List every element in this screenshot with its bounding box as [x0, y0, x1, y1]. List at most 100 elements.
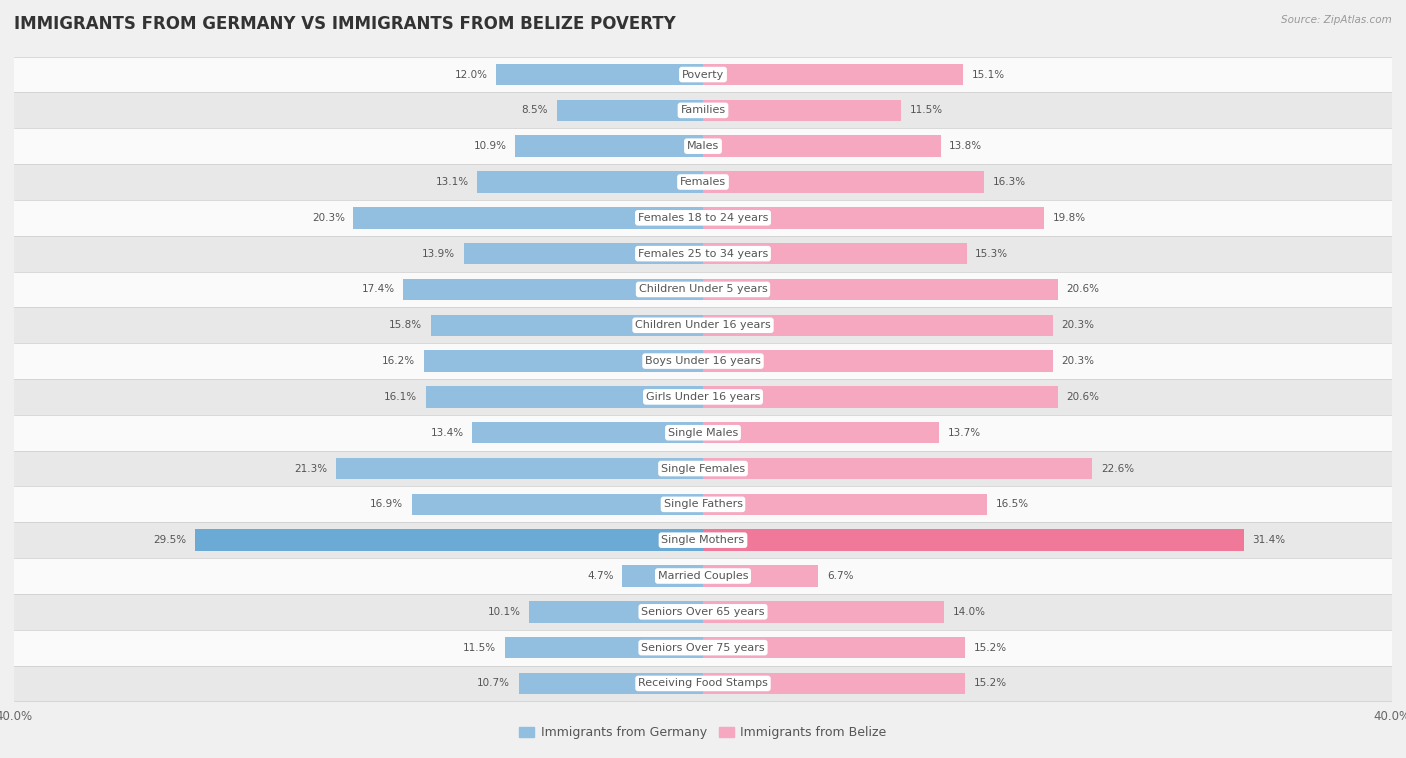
Text: 15.8%: 15.8% [389, 321, 422, 330]
Bar [519, 672, 703, 694]
Text: 6.7%: 6.7% [827, 571, 853, 581]
Text: 8.5%: 8.5% [522, 105, 548, 115]
Text: IMMIGRANTS FROM GERMANY VS IMMIGRANTS FROM BELIZE POVERTY: IMMIGRANTS FROM GERMANY VS IMMIGRANTS FR… [14, 15, 676, 33]
Text: 14.0%: 14.0% [953, 607, 986, 617]
Bar [703, 529, 1244, 551]
Bar [703, 386, 1057, 408]
Bar [621, 565, 703, 587]
Text: Poverty: Poverty [682, 70, 724, 80]
Text: Females 25 to 34 years: Females 25 to 34 years [638, 249, 768, 258]
Bar [14, 271, 1392, 307]
Text: 15.1%: 15.1% [972, 70, 1005, 80]
Bar [404, 279, 703, 300]
Bar [14, 307, 1392, 343]
Text: Source: ZipAtlas.com: Source: ZipAtlas.com [1281, 15, 1392, 25]
Bar [14, 451, 1392, 487]
Bar [703, 207, 1045, 229]
Bar [703, 637, 965, 659]
Text: 29.5%: 29.5% [153, 535, 186, 545]
Text: Females: Females [681, 177, 725, 187]
Bar [195, 529, 703, 551]
Legend: Immigrants from Germany, Immigrants from Belize: Immigrants from Germany, Immigrants from… [515, 722, 891, 744]
Bar [14, 164, 1392, 200]
Text: Girls Under 16 years: Girls Under 16 years [645, 392, 761, 402]
Text: 4.7%: 4.7% [586, 571, 613, 581]
Text: Single Males: Single Males [668, 428, 738, 437]
Text: Seniors Over 75 years: Seniors Over 75 years [641, 643, 765, 653]
Bar [464, 243, 703, 265]
Bar [14, 666, 1392, 701]
Text: Married Couples: Married Couples [658, 571, 748, 581]
Bar [14, 57, 1392, 92]
Text: 21.3%: 21.3% [294, 464, 328, 474]
Text: 13.1%: 13.1% [436, 177, 468, 187]
Text: 17.4%: 17.4% [361, 284, 395, 294]
Text: Single Females: Single Females [661, 464, 745, 474]
Bar [703, 422, 939, 443]
Bar [412, 493, 703, 515]
Bar [14, 92, 1392, 128]
Bar [14, 379, 1392, 415]
Text: 16.9%: 16.9% [370, 500, 404, 509]
Bar [703, 136, 941, 157]
Bar [14, 558, 1392, 594]
Bar [703, 458, 1092, 479]
Bar [703, 672, 965, 694]
Text: 22.6%: 22.6% [1101, 464, 1135, 474]
Bar [14, 630, 1392, 666]
Bar [505, 637, 703, 659]
Text: 12.0%: 12.0% [454, 70, 488, 80]
Text: 13.7%: 13.7% [948, 428, 981, 437]
Text: Single Mothers: Single Mothers [661, 535, 745, 545]
Text: Families: Families [681, 105, 725, 115]
Text: Females 18 to 24 years: Females 18 to 24 years [638, 213, 768, 223]
Bar [703, 64, 963, 86]
Text: 15.3%: 15.3% [976, 249, 1008, 258]
Bar [496, 64, 703, 86]
Bar [14, 343, 1392, 379]
Text: 16.1%: 16.1% [384, 392, 418, 402]
Text: Single Fathers: Single Fathers [664, 500, 742, 509]
Bar [703, 315, 1053, 336]
Bar [336, 458, 703, 479]
Text: 20.3%: 20.3% [1062, 356, 1094, 366]
Bar [703, 171, 984, 193]
Text: 20.6%: 20.6% [1066, 284, 1099, 294]
Bar [14, 487, 1392, 522]
Text: Receiving Food Stamps: Receiving Food Stamps [638, 678, 768, 688]
Text: 11.5%: 11.5% [910, 105, 943, 115]
Text: 20.6%: 20.6% [1066, 392, 1099, 402]
Text: 10.1%: 10.1% [488, 607, 520, 617]
Bar [472, 422, 703, 443]
Bar [478, 171, 703, 193]
Bar [557, 99, 703, 121]
Text: 16.3%: 16.3% [993, 177, 1025, 187]
Bar [14, 522, 1392, 558]
Text: 13.8%: 13.8% [949, 141, 983, 151]
Text: 20.3%: 20.3% [1062, 321, 1094, 330]
Bar [529, 601, 703, 622]
Text: 11.5%: 11.5% [463, 643, 496, 653]
Text: Children Under 16 years: Children Under 16 years [636, 321, 770, 330]
Bar [703, 279, 1057, 300]
Text: 13.9%: 13.9% [422, 249, 456, 258]
Text: 31.4%: 31.4% [1253, 535, 1285, 545]
Bar [425, 350, 703, 372]
Bar [430, 315, 703, 336]
Bar [14, 128, 1392, 164]
Bar [14, 415, 1392, 451]
Bar [14, 236, 1392, 271]
Bar [703, 493, 987, 515]
Text: 10.9%: 10.9% [474, 141, 506, 151]
Bar [515, 136, 703, 157]
Bar [703, 99, 901, 121]
Text: 20.3%: 20.3% [312, 213, 344, 223]
Text: 19.8%: 19.8% [1053, 213, 1085, 223]
Bar [14, 594, 1392, 630]
Text: 16.5%: 16.5% [995, 500, 1029, 509]
Bar [703, 243, 966, 265]
Text: Males: Males [688, 141, 718, 151]
Bar [353, 207, 703, 229]
Text: 16.2%: 16.2% [382, 356, 415, 366]
Text: 15.2%: 15.2% [973, 678, 1007, 688]
